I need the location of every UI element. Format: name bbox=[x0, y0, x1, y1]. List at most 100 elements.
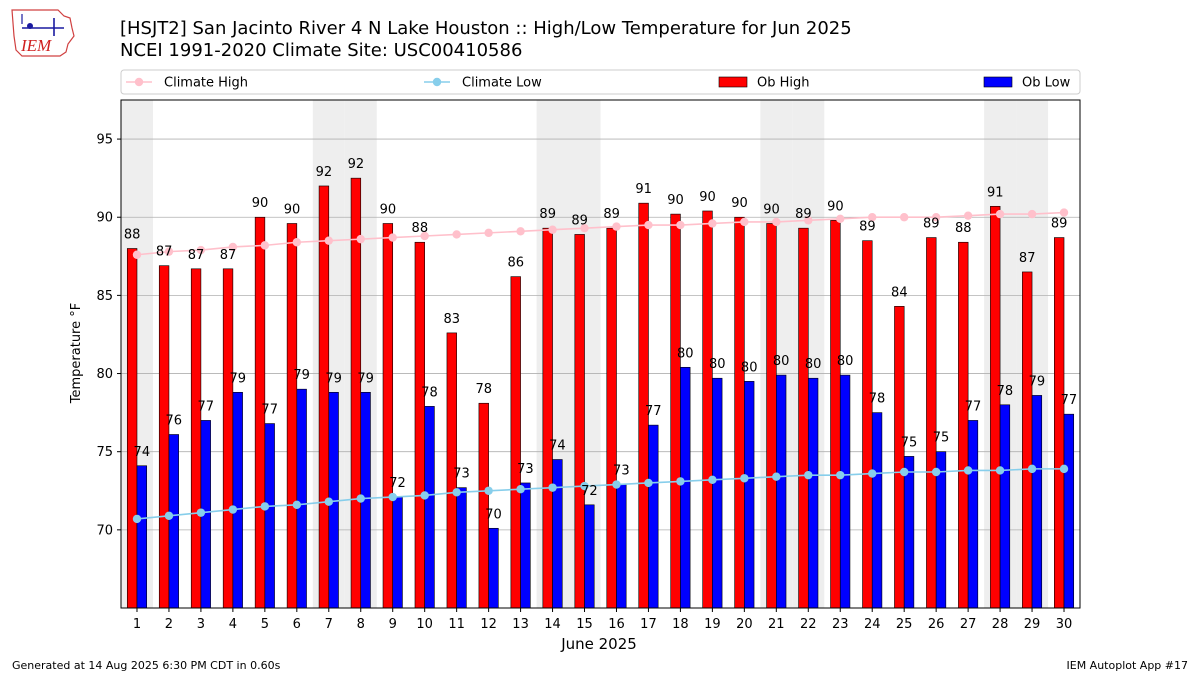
ob-low-label: 80 bbox=[741, 360, 758, 375]
ob-high-label: 90 bbox=[827, 199, 844, 214]
ob-high-label: 90 bbox=[252, 196, 269, 211]
climate-low-point bbox=[580, 481, 589, 491]
ob-high-label: 84 bbox=[891, 285, 908, 300]
climate-low-point bbox=[164, 511, 174, 520]
climate-low-point bbox=[452, 488, 461, 497]
ob-high-label: 90 bbox=[731, 196, 748, 211]
ob-high-label: 91 bbox=[987, 185, 1004, 200]
ob-high-label: 83 bbox=[444, 312, 461, 327]
ob-high-bar bbox=[990, 205, 1001, 609]
climate-high-point bbox=[612, 222, 621, 231]
ob-low-label: 77 bbox=[645, 404, 662, 419]
ob-high-label: 88 bbox=[955, 221, 972, 236]
x-tick-label: 30 bbox=[1056, 617, 1073, 632]
ob-high-label: 90 bbox=[284, 202, 301, 217]
ob-low-label: 79 bbox=[1029, 374, 1046, 389]
ob-low-bar bbox=[744, 381, 755, 609]
x-tick-label: 17 bbox=[640, 617, 657, 632]
climate-high-point bbox=[484, 228, 493, 238]
ob-low-label: 70 bbox=[485, 507, 502, 522]
x-tick-label: 19 bbox=[704, 617, 721, 632]
ob-low-bar bbox=[552, 459, 563, 609]
climate-high-point bbox=[356, 234, 365, 244]
y-tick-label: 80 bbox=[96, 367, 113, 382]
x-tick-label: 3 bbox=[197, 617, 205, 632]
ob-low-bar bbox=[456, 487, 467, 609]
ob-high-label: 87 bbox=[156, 245, 173, 260]
ob-high-label: 92 bbox=[316, 165, 333, 180]
x-tick-label: 13 bbox=[512, 617, 529, 632]
ob-low-bar bbox=[712, 377, 723, 609]
x-tick-label: 4 bbox=[229, 617, 237, 632]
climate-high-point bbox=[931, 213, 941, 222]
ob-low-bar bbox=[680, 366, 691, 609]
x-tick-label: 7 bbox=[325, 617, 333, 632]
y-tick-label: 75 bbox=[96, 445, 113, 460]
climate-high-point bbox=[963, 211, 973, 220]
ob-low-label: 77 bbox=[965, 399, 982, 414]
climate-low-point bbox=[836, 470, 845, 480]
x-tick-label: 27 bbox=[960, 617, 977, 632]
chart-title: [HSJT2] San Jacinto River 4 N Lake Houst… bbox=[120, 18, 852, 39]
climate-high-point bbox=[868, 213, 877, 222]
x-tick-label: 8 bbox=[357, 617, 365, 632]
ob-low-bar bbox=[871, 412, 883, 609]
ob-high-label: 89 bbox=[923, 217, 940, 232]
legend-climate-high-marker bbox=[134, 77, 144, 87]
climate-low-point bbox=[676, 477, 685, 486]
climate-low-point bbox=[1059, 464, 1069, 474]
climate-high-point bbox=[196, 245, 206, 255]
y-tick-label: 70 bbox=[96, 523, 113, 538]
climate-low-point bbox=[516, 485, 525, 494]
climate-low-point bbox=[772, 472, 781, 481]
app-id: IEM Autoplot App #17 bbox=[1066, 659, 1189, 672]
climate-low-point bbox=[260, 502, 270, 511]
x-axis-label: June 2025 bbox=[560, 635, 637, 653]
ob-high-bar bbox=[798, 227, 809, 609]
ob-high-bar bbox=[1054, 237, 1065, 609]
x-tick-label: 11 bbox=[448, 617, 465, 632]
ob-low-bar bbox=[232, 391, 243, 609]
ob-high-bar bbox=[318, 185, 330, 609]
ob-high-bar bbox=[894, 306, 905, 609]
ob-low-bar bbox=[1063, 413, 1075, 609]
legend-climate-high-label: Climate High bbox=[164, 76, 248, 91]
ob-low-bar bbox=[520, 482, 531, 609]
climate-high-point bbox=[580, 223, 589, 233]
climate-low-point bbox=[356, 494, 365, 503]
ob-low-bar bbox=[296, 388, 307, 609]
climate-high-point bbox=[676, 220, 685, 230]
ob-low-bar bbox=[168, 434, 179, 609]
ob-high-label: 88 bbox=[124, 227, 141, 242]
ob-low-bar bbox=[424, 406, 435, 609]
ob-low-label: 73 bbox=[517, 462, 534, 477]
legend-ob-high-label: Ob High bbox=[757, 76, 810, 91]
x-tick-label: 21 bbox=[768, 617, 785, 632]
iem-logo: IEM bbox=[11, 9, 75, 57]
ob-low-label: 77 bbox=[197, 399, 214, 414]
ob-low-label: 75 bbox=[933, 431, 950, 446]
x-tick-label: 29 bbox=[1024, 617, 1041, 632]
ob-low-bar bbox=[967, 420, 979, 609]
ob-low-bar bbox=[839, 374, 851, 609]
ob-high-label: 88 bbox=[412, 221, 429, 236]
ob-high-label: 89 bbox=[539, 207, 556, 222]
generated-timestamp: Generated at 14 Aug 2025 6:30 PM CDT in … bbox=[12, 659, 281, 672]
x-tick-label: 10 bbox=[416, 617, 433, 632]
legend-climate-low-marker bbox=[432, 77, 442, 87]
ob-low-label: 74 bbox=[549, 439, 566, 454]
ob-high-bar bbox=[926, 237, 937, 609]
ob-low-label: 73 bbox=[613, 464, 630, 479]
climate-high-point bbox=[995, 209, 1005, 219]
ob-low-label: 74 bbox=[134, 445, 151, 460]
climate-low-point bbox=[995, 466, 1005, 475]
ob-high-bar bbox=[286, 223, 298, 609]
climate-low-point bbox=[931, 467, 941, 477]
climate-low-point bbox=[708, 475, 717, 485]
ob-high-label: 89 bbox=[1051, 217, 1068, 232]
climate-high-point bbox=[708, 219, 717, 228]
climate-high-point bbox=[772, 217, 781, 227]
climate-low-point bbox=[804, 470, 813, 480]
ob-low-label: 77 bbox=[1061, 393, 1078, 408]
ob-low-label: 77 bbox=[261, 403, 278, 418]
